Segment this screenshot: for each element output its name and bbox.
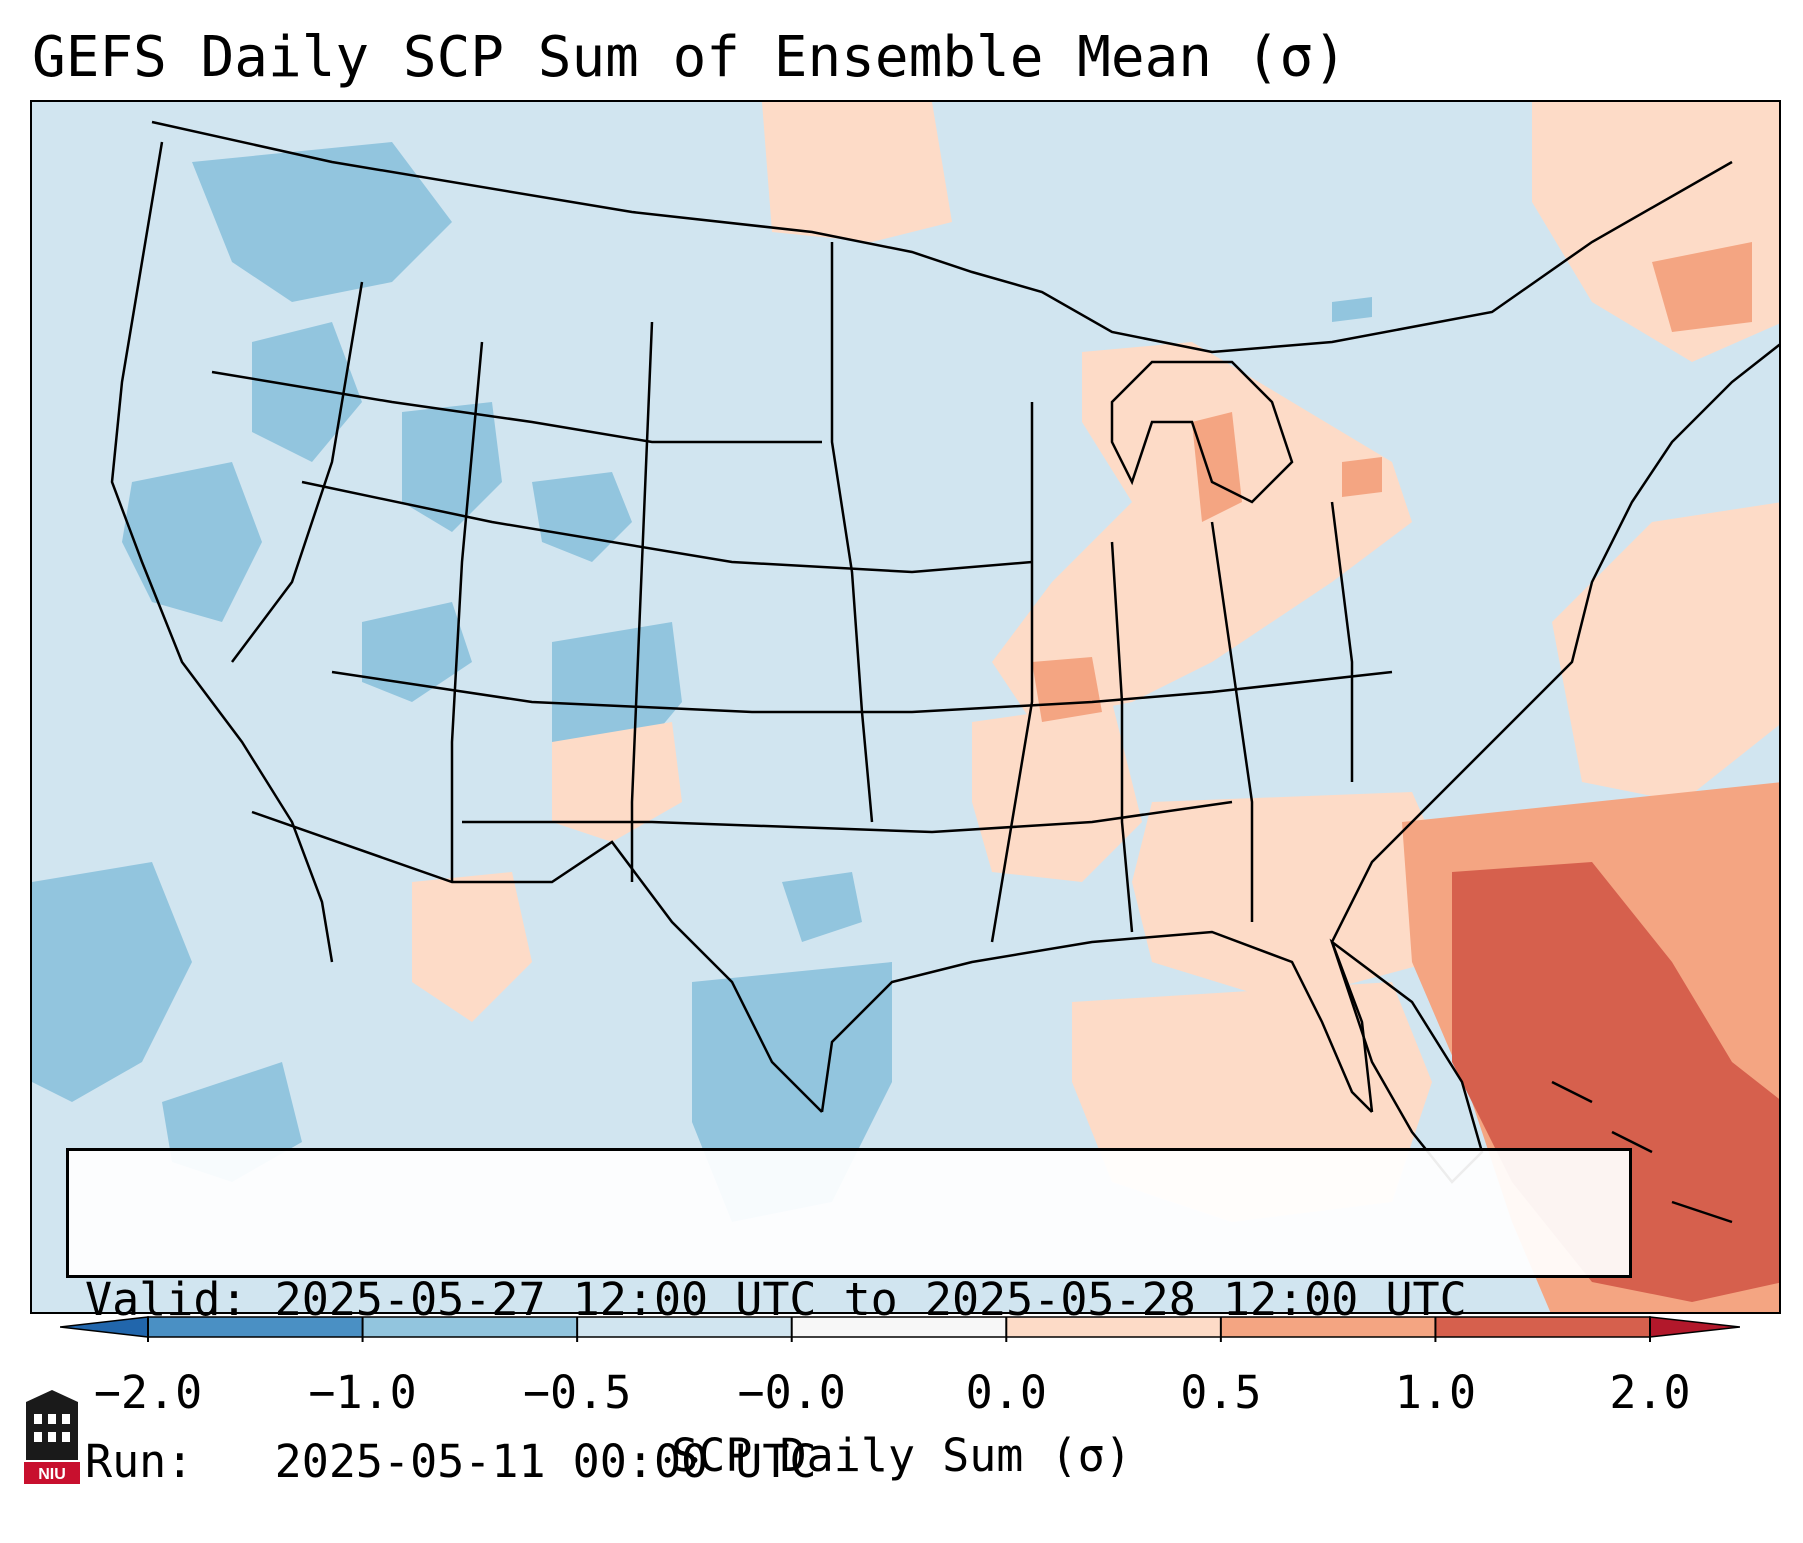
colorbar-tick-label: 1.0 [1394, 1366, 1477, 1419]
state-line [830, 242, 874, 823]
anomaly-patch [412, 872, 532, 1022]
state-line [630, 321, 654, 882]
mexico-border [251, 810, 823, 1113]
run-time: 2025-05-11 00:00 UTC [274, 1435, 817, 1488]
colorbar-bin [1220, 1317, 1436, 1337]
anomaly-patch [532, 472, 632, 562]
colorbar-tick-label: −0.0 [737, 1366, 846, 1419]
colorbar-tick-label: 2.0 [1609, 1366, 1691, 1419]
colorbar-tick-label: −2.0 [93, 1366, 203, 1419]
map-panel [30, 100, 1781, 1314]
colorbar-tick-label: −0.5 [522, 1366, 632, 1419]
logo-band [24, 1462, 80, 1484]
logo-text: NIU [38, 1466, 66, 1483]
state-line [450, 341, 484, 882]
anomaly-patch [782, 872, 862, 942]
anomaly-patch [972, 702, 1142, 882]
colorbar-bin [791, 1317, 1007, 1337]
logo-tower [26, 1402, 78, 1460]
colorbar-bin [577, 1317, 792, 1337]
state-line [301, 480, 1033, 574]
run-label: Run: [85, 1435, 194, 1488]
bahamas-islands [1551, 1080, 1733, 1224]
state-line [990, 402, 1034, 943]
anomaly-patch [252, 322, 362, 462]
colorbar-extend-high [1649, 1316, 1740, 1338]
scp-anomaly-map [32, 102, 1779, 1312]
state-line [331, 670, 1393, 714]
state-line [231, 281, 364, 663]
anomaly-patch [1032, 657, 1102, 722]
state-line [1210, 521, 1254, 922]
niu-logo: NIU [24, 1390, 80, 1484]
anomaly-patch [1192, 412, 1242, 522]
anomaly-patch [32, 862, 192, 1102]
valid-run-info-box: Valid: 2025-05-27 12:00 UTC to 2025-05-2… [66, 1148, 1632, 1488]
map-title: GEFS Daily SCP Sum of Ensemble Mean (σ) [32, 25, 1347, 90]
colorbar-bin [1006, 1317, 1221, 1337]
state-line [211, 370, 822, 444]
colorbar-tick-label: 0.0 [965, 1366, 1047, 1419]
anomaly-patch [1342, 457, 1382, 497]
pacific-coastline [110, 141, 334, 963]
political-boundaries [110, 120, 1779, 1224]
anomaly-patch [1332, 297, 1372, 322]
colorbar-bins [147, 1316, 1651, 1338]
anomaly-patch [762, 102, 952, 242]
colorbar-ticks [147, 1317, 1651, 1342]
anomaly-patch [1132, 792, 1452, 1002]
anomaly-patch [552, 722, 682, 842]
anomaly-patch [402, 402, 502, 532]
colorbar-extend-low [60, 1316, 149, 1338]
anomaly-patch [1552, 502, 1779, 802]
anomaly-patch [362, 602, 472, 702]
state-line [1110, 541, 1134, 933]
anomaly-patch [1652, 242, 1752, 332]
colorbar-tick-label: −1.0 [308, 1366, 417, 1419]
colorbar [60, 1316, 1740, 1342]
colorbar-tick-label: 0.5 [1180, 1366, 1262, 1419]
colorbar-bin [148, 1317, 363, 1337]
colorbar-bin [1435, 1317, 1650, 1337]
state-line [1330, 501, 1354, 782]
state-line [462, 800, 1233, 834]
great-lakes-outline [1110, 360, 1294, 504]
colorbar-label: SCP Daily Sum (σ) [671, 1429, 1132, 1482]
canada-us-border [151, 120, 1733, 354]
anomaly-patch [192, 142, 452, 302]
anomaly-patch [992, 342, 1412, 722]
gulf-coastline [820, 930, 1373, 1113]
colorbar-bin [362, 1317, 578, 1337]
run-line: Run: 2025-05-11 00:00 UTC [85, 1435, 1629, 1489]
anomaly-patch [122, 462, 262, 622]
